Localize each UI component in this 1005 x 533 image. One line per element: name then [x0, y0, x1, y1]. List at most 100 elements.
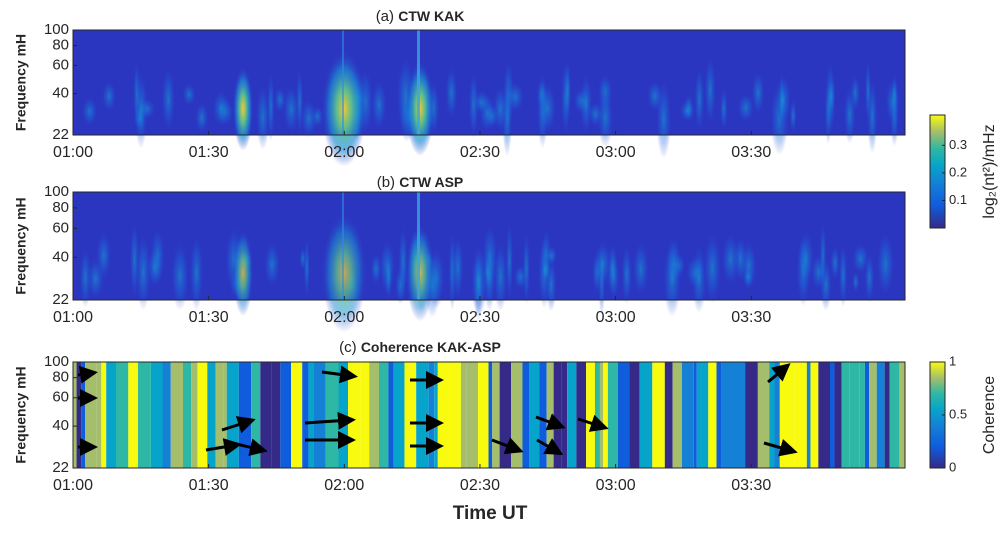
heatmap-blob: [703, 233, 722, 304]
heatmap-stripe: [96, 362, 102, 468]
heatmap-stripe: [716, 362, 722, 468]
heatmap-stripe: [529, 362, 540, 468]
heatmap-stripe: [388, 362, 394, 468]
heatmap-stripe: [360, 362, 370, 468]
y-tick-label: 80: [52, 36, 69, 53]
heatmap-stripe: [779, 362, 789, 468]
heatmap-stripe: [806, 362, 811, 468]
heatmap-stripe: [586, 362, 590, 468]
heatmap-blob: [451, 236, 464, 300]
heatmap-stripe: [757, 362, 770, 468]
phase-arrow: [767, 363, 791, 384]
y-tick-label: 60: [52, 219, 69, 236]
heatmap-blob: [751, 71, 765, 115]
heatmap-stripe: [85, 362, 97, 468]
heatmap-stripe: [884, 362, 890, 468]
y-tick-label: 60: [52, 56, 69, 73]
heatmap-stripe: [492, 362, 500, 468]
x-tick-label: 03:30: [731, 309, 771, 326]
heatmap-stripe: [664, 362, 673, 468]
heatmap-blob: [370, 252, 382, 285]
heatmap-stripe: [841, 362, 850, 468]
heatmap-stripe: [829, 362, 835, 468]
x-tick-label: 02:30: [460, 144, 500, 161]
y-tick-label: 22: [52, 126, 69, 143]
heatmap-stripe: [693, 362, 697, 468]
heatmap-stripe: [428, 362, 435, 468]
y-axis-label: Frequency mH: [13, 34, 29, 131]
x-tick-label: 03:00: [596, 144, 636, 161]
x-tick-label: 02:30: [460, 477, 500, 494]
y-tick-label: 22: [52, 459, 69, 476]
heatmap-blob: [797, 230, 814, 288]
heatmap-stripe: [437, 362, 450, 468]
heatmap-stripe: [81, 362, 86, 468]
heatmap-stripe: [681, 362, 694, 468]
heatmap-stripe: [191, 362, 198, 468]
heatmap-stripe: [215, 362, 224, 468]
heatmap-stripe: [589, 362, 595, 468]
x-tick-label: 03:30: [731, 144, 771, 161]
colorbar: [929, 114, 946, 229]
heatmap-stripe: [769, 362, 775, 468]
heatmap-blob: [538, 83, 557, 134]
heatmap-stripe: [652, 362, 665, 468]
panel-title-text: CTW ASP: [399, 174, 463, 190]
heatmap-stripe: [617, 362, 630, 468]
heatmap-stripe: [183, 362, 192, 468]
heatmap-stripe: [260, 362, 272, 468]
heatmap-stripe: [594, 362, 600, 468]
heatmap-stripe: [313, 362, 326, 468]
heatmap-stripe: [794, 362, 807, 468]
heatmap-stripe: [639, 362, 653, 468]
panel-title-text: CTW KAK: [398, 8, 464, 24]
heatmap-stripe: [128, 362, 139, 468]
heatmap-blob: [182, 83, 196, 106]
panel-label: (b): [377, 174, 395, 191]
heatmap-blob: [81, 96, 98, 126]
heatmap-blob: [838, 242, 848, 308]
phase-arrow: [577, 414, 609, 432]
phase-arrow: [491, 437, 524, 455]
heatmap-stripe: [834, 362, 842, 468]
heatmap-blob: [891, 72, 898, 117]
heatmap-blob: [300, 99, 317, 138]
heatmap-stripe: [478, 362, 489, 468]
heatmap-blob: [691, 244, 707, 313]
heatmap-blob: [135, 233, 151, 311]
y-tick-label: 40: [52, 248, 69, 265]
heatmap-blob: [646, 80, 663, 112]
heatmap-blob: [694, 66, 705, 132]
phase-arrow: [536, 438, 564, 455]
heatmap-blob: [545, 245, 558, 266]
heatmap-stripe: [73, 362, 77, 468]
heatmap-blob: [233, 66, 253, 151]
x-tick-label: 01:30: [189, 309, 229, 326]
panel-title-text: Coherence KAK-ASP: [361, 339, 501, 355]
heatmap-stripe: [672, 362, 682, 468]
phase-arrow: [221, 416, 256, 434]
heatmap-stripe: [76, 362, 82, 468]
heatmap-stripe: [511, 362, 523, 468]
heatmap-blob: [283, 84, 300, 134]
heatmap-blob: [719, 87, 728, 131]
colorbar-label: Coherence: [981, 376, 998, 454]
plot-frame: [72, 361, 906, 469]
x-tick-label: 01:30: [189, 477, 229, 494]
heatmap-stripe: [818, 362, 830, 468]
heatmap-blob: [825, 60, 836, 137]
heatmap-stripe: [162, 362, 171, 468]
heatmap-blob: [147, 247, 163, 288]
x-tick-label: 01:00: [53, 144, 93, 161]
heatmap-stripe: [150, 362, 163, 468]
colorbar-tick-label: 1: [949, 353, 956, 368]
heatmap-blob: [830, 245, 840, 280]
heatmap-stripe: [869, 362, 877, 468]
x-tick-label: 03:00: [596, 477, 636, 494]
heatmap-blob: [864, 58, 872, 124]
heatmap-stripe: [434, 362, 438, 468]
heatmap-stripe: [499, 362, 512, 468]
